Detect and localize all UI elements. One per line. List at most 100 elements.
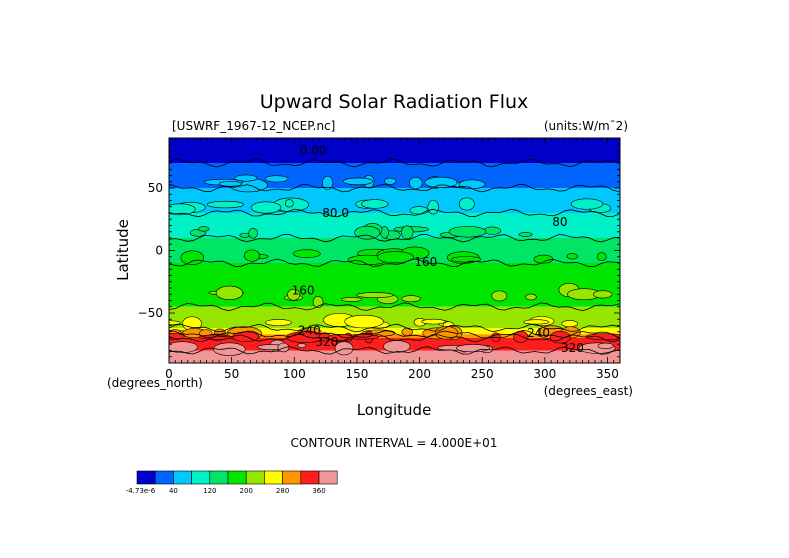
contour-interval-label: CONTOUR INTERVAL = 4.000E+01	[291, 436, 498, 450]
contour-patch	[354, 225, 381, 240]
contour-patch	[265, 319, 292, 326]
contour-band-2	[169, 188, 620, 213]
colorbar-tick-label: -4.73e-6	[126, 487, 156, 495]
contour-patch	[215, 285, 244, 300]
contour-patch	[491, 290, 508, 302]
contour-patch	[356, 292, 394, 298]
contour-label: 0.00	[300, 144, 327, 158]
y-tick-label: 50	[148, 181, 163, 195]
contour-patch	[169, 203, 196, 216]
y-axis-label: Latitude	[114, 219, 132, 281]
contour-band-8	[169, 334, 620, 338]
colorbar-tick-label: 280	[276, 487, 289, 495]
contour-line-4	[169, 233, 620, 243]
contour-patch	[427, 199, 439, 215]
contour-patch	[361, 199, 389, 209]
colorbar-tick-label: 120	[203, 487, 216, 495]
contour-patch	[409, 206, 429, 215]
x-axis-ticks: 0 50 100 150 200 250 300 350	[165, 367, 619, 381]
contour-patch	[483, 226, 501, 235]
contour-label: 320	[315, 335, 338, 349]
colorbar-tick-label: 200	[240, 487, 253, 495]
contour-patch	[341, 296, 363, 302]
colorbar-swatch-1	[154, 470, 174, 485]
file-label: [USWRF_1967-12_NCEP.nc]	[172, 119, 335, 133]
contour-patch	[384, 177, 397, 185]
colorbar-swatch-8	[282, 470, 302, 485]
colorbar-swatch-2	[173, 470, 192, 485]
contour-patch	[408, 176, 423, 190]
x-tick-label: 250	[471, 367, 494, 381]
contour-band-10	[169, 350, 620, 363]
chart-title: Upward Solar Radiation Flux	[260, 91, 529, 113]
colorbar-swatch-10	[318, 470, 338, 485]
contour-patch	[400, 225, 414, 240]
contour-patch	[297, 343, 307, 348]
contour-patch	[322, 175, 334, 190]
contour-patch	[344, 314, 384, 329]
contour-patch	[264, 175, 289, 183]
contour-patch	[248, 227, 258, 239]
contour-patch	[292, 249, 321, 258]
contour-label: 160	[292, 284, 315, 298]
contour-patch	[561, 320, 578, 328]
colorbar-swatch-9	[300, 470, 320, 485]
contour-patch	[343, 177, 374, 186]
contour-patch	[234, 174, 258, 182]
contour-line-10	[169, 346, 620, 355]
contour-blobs	[169, 158, 620, 356]
contour-label: 80	[552, 215, 567, 229]
x-tick-label: 350	[596, 367, 619, 381]
y-axis-ticks: 50 0 −50	[138, 181, 163, 320]
contour-line-5	[169, 258, 620, 268]
contour-patch	[593, 290, 613, 299]
contour-label: 240	[298, 324, 321, 338]
contour-patch	[401, 295, 421, 303]
colorbar-tick-label: 360	[312, 487, 325, 495]
x-tick-label: 100	[283, 367, 306, 381]
contour-line-6	[169, 302, 620, 312]
x-tick-label: 50	[224, 367, 239, 381]
x-tick-label: 0	[165, 367, 173, 381]
contour-patch	[518, 232, 533, 237]
contour-patch	[383, 340, 411, 353]
contour-patch	[448, 226, 487, 238]
frame-ticks	[168, 137, 621, 364]
contour-line-1	[169, 158, 620, 168]
y-tick-label: 0	[155, 244, 163, 258]
contour-line-2	[169, 183, 620, 193]
contour-patch	[377, 251, 414, 264]
y-tick-label: −50	[138, 306, 163, 320]
contour-patch	[458, 179, 486, 190]
colorbar-swatch-6	[245, 470, 265, 485]
contour-patch	[421, 318, 446, 325]
x-tick-label: 200	[408, 367, 431, 381]
contour-patch	[287, 288, 301, 301]
colorbar-swatch-5	[227, 470, 247, 485]
contour-label: 320	[561, 341, 584, 355]
contour-line-9	[169, 333, 620, 343]
contour-patch	[596, 252, 607, 261]
contour-line-3	[169, 208, 620, 218]
plot-area	[169, 138, 620, 363]
colorbar-swatch-7	[264, 470, 283, 485]
contour-label: 80.0	[322, 206, 349, 220]
contour-patch	[199, 334, 232, 340]
colorbar-swatch-0	[136, 470, 156, 485]
contour-patch	[243, 249, 260, 262]
contour-patch	[198, 226, 210, 232]
y-units-label: (degrees_north)	[107, 376, 203, 390]
contour-patch	[566, 253, 578, 260]
contour-patch	[284, 199, 294, 208]
contour-patch	[250, 201, 282, 214]
contour-label: 160	[414, 255, 437, 269]
contour-patch	[570, 198, 604, 210]
x-axis-label: Longitude	[357, 401, 432, 419]
contour-band-7	[169, 328, 620, 335]
contour-patch	[525, 293, 537, 301]
contour-patch	[458, 197, 475, 211]
contour-patch	[424, 176, 458, 189]
contour-patch	[180, 250, 205, 265]
